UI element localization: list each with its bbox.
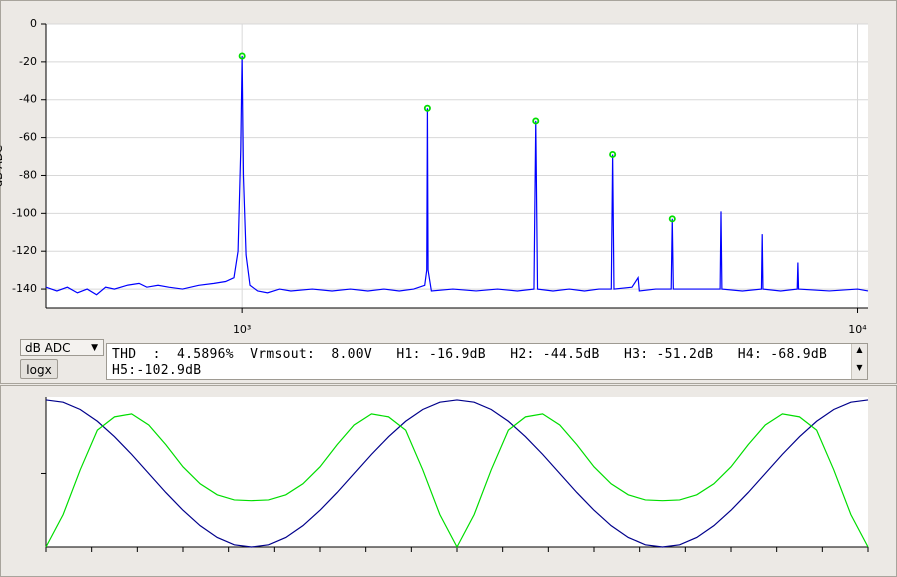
unit-select[interactable]: dB ADC ▼ [20, 339, 104, 356]
series-line [45, 413, 869, 549]
peak-marker [423, 104, 431, 112]
logx-button[interactable]: logx [20, 359, 58, 379]
plot-area [46, 397, 868, 547]
readout-line: THD : 4.5896% Vrmsout: 8.00V H1: -16.9dB… [112, 347, 828, 362]
unit-select-text: dB ADC [25, 341, 71, 355]
plot-area [46, 24, 868, 308]
peak-marker [609, 150, 617, 158]
y-tick-label: 0 [30, 17, 37, 30]
peak-marker [532, 117, 540, 125]
x-tick-label: 10⁴ [848, 323, 867, 336]
series-line [45, 55, 869, 296]
scroll-up[interactable]: ▲ [856, 345, 863, 354]
peak-marker [668, 215, 676, 223]
peak-marker [238, 52, 246, 60]
readout-line: H5:-102.9dB [112, 363, 202, 378]
y-tick-label: -80 [19, 168, 37, 181]
dropdown-arrow: ▼ [91, 343, 98, 353]
readout-box: THD : 4.5896% Vrmsout: 8.00V H1: -16.9dB… [106, 343, 868, 380]
series-line [45, 399, 869, 548]
y-tick-label: -40 [19, 93, 37, 106]
scroll-down[interactable]: ▼ [856, 363, 863, 372]
x-tick-label: 10³ [233, 323, 251, 336]
y-tick-label: -120 [12, 244, 37, 257]
y-tick-label: -140 [12, 282, 37, 295]
y-axis-label: dB ADC [0, 145, 5, 187]
y-tick-label: -100 [12, 206, 37, 219]
scrollbar[interactable]: ▲ ▼ [851, 344, 867, 379]
y-tick-label: -60 [19, 131, 37, 144]
y-tick-label: -20 [19, 55, 37, 68]
